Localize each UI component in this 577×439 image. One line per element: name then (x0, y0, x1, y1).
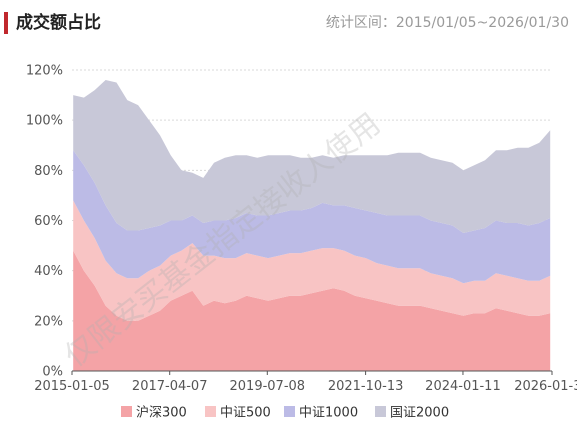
date-range-label: 统计区间：2015/01/05~2026/01/30 (325, 15, 569, 31)
area-series-layer (73, 80, 551, 371)
y-tick-label-2: 40% (34, 264, 63, 279)
legend-label-0: 沪深300 (136, 405, 187, 421)
legend: 沪深300 中证500 中证1000 国证2000 (121, 405, 449, 421)
area-series-0 (73, 250, 551, 371)
legend-item-2[interactable]: 中证1000 (284, 406, 358, 421)
area-series-3 (73, 80, 551, 233)
area-series-2 (73, 150, 551, 284)
legend-swatch-1 (205, 406, 216, 417)
y-tick-label-3: 60% (34, 214, 63, 229)
y-tick-label-4: 80% (34, 164, 63, 179)
x-tick-label-3: 2021-10-13 (328, 379, 404, 394)
area-series-1 (73, 200, 551, 321)
title-accent-bar (4, 12, 8, 34)
legend-item-3[interactable]: 国证2000 (375, 406, 449, 421)
y-tick-label-6: 120% (26, 64, 63, 79)
x-tick-label-1: 2017-04-07 (132, 379, 208, 394)
x-tick-label-4: 2024-01-11 (425, 379, 501, 394)
legend-swatch-2 (284, 406, 295, 417)
legend-label-3: 国证2000 (390, 406, 449, 421)
legend-label-2: 中证1000 (299, 406, 358, 421)
y-tick-label-0: 0% (42, 365, 63, 380)
legend-item-1[interactable]: 中证500 (205, 406, 271, 421)
legend-swatch-0 (121, 406, 132, 417)
chart-title: 成交额占比 (16, 13, 101, 33)
legend-label-1: 中证500 (220, 406, 271, 421)
y-tick-label-1: 20% (34, 314, 63, 329)
axis-layer: 0% 20% 40% 60% 80% 100% 120% 2015-01-05 2017-04-… (26, 64, 577, 395)
legend-item-0[interactable]: 沪深300 (121, 405, 187, 421)
legend-swatch-3 (375, 406, 386, 417)
x-tick-label-0: 2015-01-05 (34, 379, 110, 394)
x-tick-label-5: 2026-01-30 (514, 379, 577, 394)
x-tick-label-2: 2019-07-08 (230, 379, 306, 394)
y-tick-label-5: 100% (26, 114, 63, 129)
